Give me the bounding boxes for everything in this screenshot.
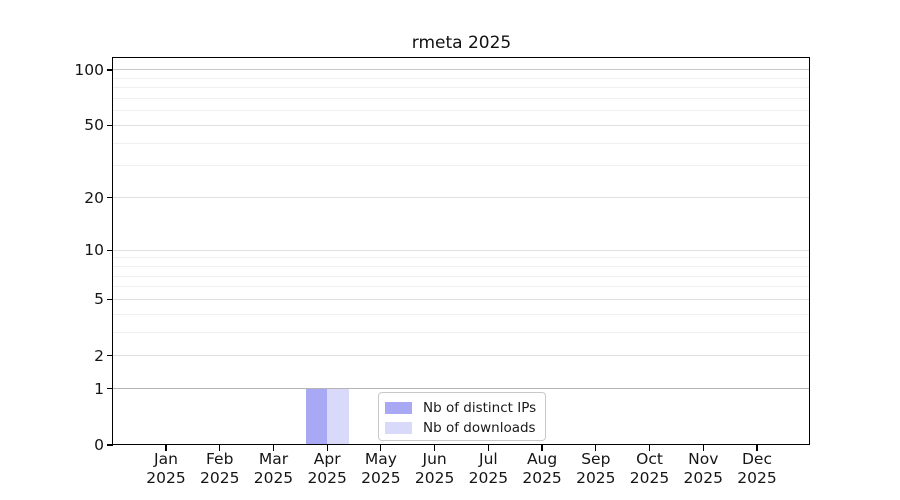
x-tick-label: Aug 2025 <box>514 450 570 488</box>
x-tick-label: Feb 2025 <box>192 450 248 488</box>
gridline-major <box>113 298 810 300</box>
gridline-minor <box>113 77 810 79</box>
axes-frame <box>112 57 810 445</box>
x-tick-month: Feb <box>205 450 234 468</box>
x-tickmark <box>434 445 436 451</box>
y-tick-label: 20 <box>84 188 104 207</box>
x-tick-label: Jul 2025 <box>460 450 516 488</box>
legend-swatch-downloads <box>385 422 412 434</box>
x-tick-month: May <box>364 450 397 468</box>
x-tick-year: 2025 <box>199 469 240 487</box>
y-tick-label: 5 <box>94 290 104 309</box>
x-tick-year: 2025 <box>468 469 509 487</box>
y-tick-label: 50 <box>84 116 104 135</box>
bar-downloads <box>327 388 349 445</box>
gridline-minor <box>113 286 810 288</box>
y-tick-label: 10 <box>84 241 104 260</box>
y-tickmark <box>107 298 113 300</box>
x-tickmark <box>380 445 382 451</box>
y-tickmark <box>107 355 113 357</box>
y-tick-label: 1 <box>94 379 104 398</box>
y-tickmark <box>107 444 113 446</box>
y-tickmark <box>107 249 113 251</box>
legend-item-distinct-ips: Nb of distinct IPs <box>385 398 545 418</box>
legend: Nb of distinct IPs Nb of downloads <box>378 392 546 441</box>
legend-item-downloads: Nb of downloads <box>385 418 545 438</box>
y-tick-label: 0 <box>94 436 104 454</box>
gridline-major <box>113 249 810 251</box>
x-tickmark <box>756 445 758 451</box>
x-tickmark <box>702 445 704 451</box>
gridline-minor <box>113 313 810 315</box>
gridline-minor <box>113 142 810 144</box>
y-tickmark <box>107 124 113 127</box>
x-tick-label: Apr 2025 <box>299 450 355 488</box>
y-tickmark <box>107 69 113 71</box>
gridline-major <box>113 355 810 357</box>
x-tick-month: Jun <box>422 450 447 468</box>
x-tickmark <box>487 445 489 451</box>
x-tickmark <box>595 445 597 451</box>
x-tick-month: Dec <box>741 450 772 468</box>
x-tick-month: Jan <box>154 450 178 468</box>
x-tick-year: 2025 <box>737 469 777 487</box>
x-tickmark <box>165 445 167 451</box>
x-tickmark <box>326 445 328 451</box>
y-tickmark <box>107 196 113 199</box>
x-tick-year: 2025 <box>629 469 670 487</box>
gridline-major <box>113 124 810 126</box>
x-tick-label: May 2025 <box>353 450 409 488</box>
x-tick-year: 2025 <box>253 469 294 487</box>
gridline-minor <box>113 87 810 89</box>
x-tick-label: Mar 2025 <box>245 450 301 488</box>
x-tick-year: 2025 <box>683 469 723 487</box>
gridline-minor <box>113 110 810 112</box>
gridline-minor <box>113 265 810 267</box>
x-tick-label: Oct 2025 <box>622 450 678 488</box>
x-tick-label: Dec 2025 <box>729 450 785 488</box>
x-tick-month: Oct <box>636 450 663 468</box>
gridline-major <box>113 197 810 199</box>
gridline-minor <box>113 165 810 167</box>
gridline-major <box>113 388 810 390</box>
x-tick-month: Sep <box>581 450 611 468</box>
x-tickmark <box>541 445 543 451</box>
x-tick-label: Nov 2025 <box>675 450 731 488</box>
x-tickmark <box>272 445 275 451</box>
x-tick-year: 2025 <box>307 469 347 487</box>
x-tick-label: Jun 2025 <box>407 450 463 488</box>
y-tick-label: 100 <box>74 60 104 79</box>
legend-label: Nb of downloads <box>423 420 536 436</box>
y-tickmark <box>107 388 113 390</box>
x-tick-month: Aug <box>526 450 558 468</box>
y-tick-label: 2 <box>94 346 104 365</box>
legend-swatch-distinct-ips <box>385 402 412 414</box>
x-tick-year: 2025 <box>361 469 401 487</box>
x-tick-label: Jan 2025 <box>138 450 194 488</box>
x-tick-month: Mar <box>258 450 289 468</box>
x-tick-year: 2025 <box>576 469 616 487</box>
x-tick-year: 2025 <box>522 469 562 487</box>
x-tickmark <box>219 445 221 451</box>
x-tick-month: Apr <box>313 450 341 468</box>
x-tick-year: 2025 <box>146 469 186 487</box>
x-tick-year: 2025 <box>414 469 455 487</box>
bar-distinct-ips <box>305 388 328 445</box>
x-tick-month: Jul <box>479 450 498 468</box>
gridline-minor <box>113 331 810 333</box>
x-tick-label: Sep 2025 <box>568 450 624 488</box>
gridline-major <box>113 69 810 71</box>
x-tickmark <box>648 445 651 451</box>
chart-title: rmeta 2025 <box>411 33 512 53</box>
gridline-minor <box>113 257 810 259</box>
gridline-minor <box>113 98 810 100</box>
gridline-minor <box>113 275 810 277</box>
x-tick-month: Nov <box>688 450 719 468</box>
legend-label: Nb of distinct IPs <box>423 400 537 416</box>
